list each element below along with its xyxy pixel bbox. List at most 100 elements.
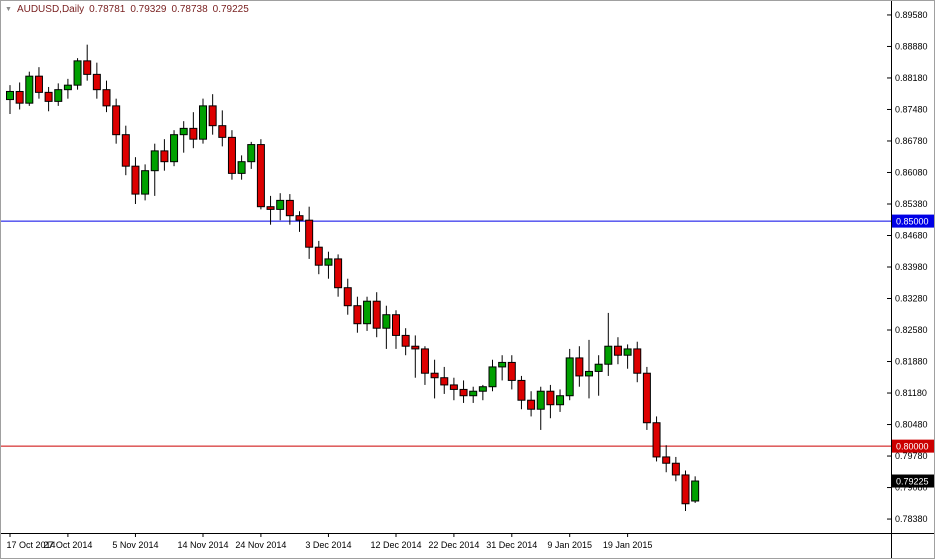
price-tick-label[interactable]: 0.86780 bbox=[895, 136, 928, 146]
candle-body bbox=[324, 258, 333, 266]
candle-body bbox=[478, 386, 487, 392]
candle-body bbox=[199, 105, 207, 140]
candle-body bbox=[401, 334, 410, 347]
date-tick-label[interactable]: 19 Jan 2015 bbox=[603, 540, 653, 550]
price-tick-label[interactable]: 0.87480 bbox=[895, 104, 928, 114]
candle-body bbox=[556, 395, 565, 406]
candle-body bbox=[565, 357, 574, 397]
price-tick-label[interactable]: 0.79780 bbox=[895, 451, 928, 461]
candle-body bbox=[160, 150, 169, 163]
candle-body bbox=[662, 456, 671, 464]
candle-body bbox=[372, 300, 381, 329]
candle-body bbox=[179, 127, 188, 136]
date-tick-label[interactable]: 3 Dec 2014 bbox=[305, 540, 351, 550]
price-marker-label: 0.85000 bbox=[896, 217, 929, 227]
candle-body bbox=[691, 480, 700, 502]
price-tick-label[interactable]: 0.85380 bbox=[895, 199, 928, 209]
candle-body bbox=[517, 379, 526, 401]
candle-body bbox=[623, 348, 632, 356]
candle-body bbox=[469, 390, 478, 397]
candle-body bbox=[343, 287, 352, 307]
date-tick-label[interactable]: 5 Nov 2014 bbox=[112, 540, 158, 550]
price-tick-label[interactable]: 0.80480 bbox=[895, 420, 928, 430]
candle-body bbox=[44, 91, 53, 102]
date-tick-label[interactable]: 31 Dec 2014 bbox=[486, 540, 537, 550]
date-tick-label[interactable]: 12 Dec 2014 bbox=[370, 540, 421, 550]
candle-body bbox=[121, 134, 130, 167]
date-tick-label[interactable]: 17 Oct 2014 bbox=[6, 540, 55, 550]
date-tick-label[interactable]: 14 Nov 2014 bbox=[177, 540, 228, 550]
price-marker-box bbox=[892, 439, 934, 453]
candle-body bbox=[604, 345, 613, 365]
candle-body bbox=[546, 390, 555, 406]
candle-body bbox=[527, 399, 536, 410]
candle-body bbox=[256, 144, 265, 208]
candle-body bbox=[227, 136, 236, 174]
price-tick-label[interactable]: 0.81180 bbox=[895, 388, 927, 398]
open-value: 0.78781 bbox=[89, 4, 126, 15]
candle-body bbox=[276, 199, 285, 210]
candle-body bbox=[25, 75, 34, 104]
price-tick-label[interactable]: 0.83980 bbox=[895, 262, 928, 272]
candle-body bbox=[334, 258, 343, 289]
candle-body bbox=[131, 165, 140, 195]
candle-body bbox=[440, 377, 449, 386]
high-value: 0.79329 bbox=[130, 4, 167, 15]
candle-body bbox=[411, 345, 420, 350]
candle-body bbox=[681, 474, 690, 505]
candle-body bbox=[295, 215, 304, 221]
date-tick-label[interactable]: 22 Dec 2014 bbox=[428, 540, 479, 550]
candle-body bbox=[575, 357, 584, 377]
candle-body bbox=[54, 89, 63, 102]
date-tick-label[interactable]: 9 Jan 2015 bbox=[547, 540, 592, 550]
candle-body bbox=[594, 363, 603, 372]
date-tick-label[interactable]: 24 Nov 2014 bbox=[235, 540, 286, 550]
low-value: 0.78738 bbox=[171, 4, 208, 15]
price-tick-label[interactable]: 0.81880 bbox=[895, 357, 928, 367]
close-value: 0.79225 bbox=[212, 4, 249, 15]
candle-body bbox=[488, 366, 497, 388]
price-tick-label[interactable]: 0.88180 bbox=[895, 73, 928, 83]
candle-body bbox=[507, 361, 516, 381]
candle-body bbox=[92, 73, 101, 91]
candle-body bbox=[449, 384, 458, 390]
price-tick-label[interactable]: 0.86080 bbox=[895, 167, 928, 177]
price-tick-label[interactable]: 0.78380 bbox=[895, 514, 928, 524]
candle-body bbox=[63, 84, 72, 91]
date-tick-label[interactable]: 27 Oct 2014 bbox=[43, 540, 92, 550]
candle-body bbox=[392, 314, 400, 336]
candle-body bbox=[430, 372, 439, 379]
candle-body bbox=[150, 150, 159, 172]
candle-body bbox=[237, 161, 246, 174]
price-tick-label[interactable]: 0.83280 bbox=[895, 294, 928, 304]
candle-body bbox=[83, 60, 92, 75]
candle-body bbox=[6, 90, 14, 101]
price-tick-label[interactable]: 0.89580 bbox=[895, 10, 928, 20]
candle-body bbox=[613, 345, 622, 356]
candle-body bbox=[247, 144, 256, 163]
candle-body bbox=[15, 90, 24, 104]
candle-body bbox=[285, 199, 294, 217]
candle-body bbox=[73, 60, 82, 86]
price-tick-label[interactable]: 0.88880 bbox=[895, 41, 928, 51]
candle-body bbox=[314, 246, 323, 266]
candle-body bbox=[141, 170, 150, 195]
candle-body bbox=[536, 390, 545, 410]
candle-body bbox=[34, 75, 43, 93]
price-marker-box bbox=[892, 474, 934, 488]
candle-body bbox=[170, 134, 179, 163]
candle-body bbox=[353, 305, 362, 325]
candle-body bbox=[459, 388, 468, 397]
price-tick-label[interactable]: 0.84680 bbox=[895, 230, 928, 240]
price-tick-label[interactable]: 0.82580 bbox=[895, 325, 928, 335]
symbol-timeframe: AUDUSD,Daily bbox=[16, 4, 85, 15]
candle-body bbox=[363, 300, 372, 325]
candle-body bbox=[585, 370, 593, 377]
price-tick-label[interactable]: 0.79080 bbox=[895, 483, 928, 493]
candle-body bbox=[305, 219, 314, 248]
candle-body bbox=[266, 206, 275, 210]
candle-body bbox=[652, 422, 661, 458]
candle-body bbox=[208, 105, 217, 127]
